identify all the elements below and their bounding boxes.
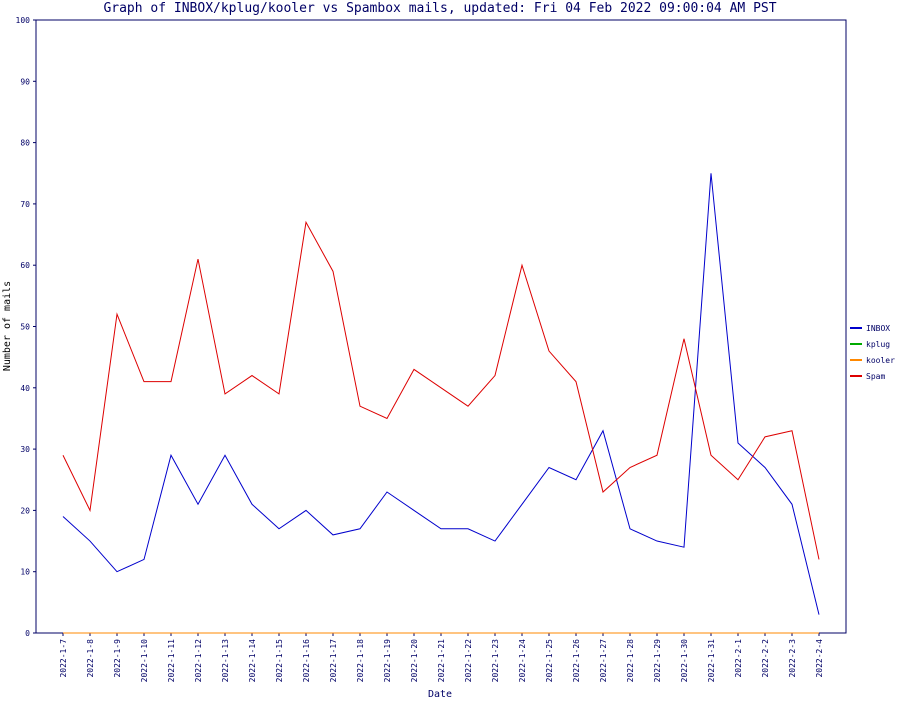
x-tick-label: 2022-1-18 xyxy=(356,639,365,683)
x-tick-label: 2022-2-4 xyxy=(815,639,824,678)
y-tick-label: 70 xyxy=(20,200,30,209)
legend-label: kooler xyxy=(866,356,895,365)
y-tick-label: 30 xyxy=(20,445,30,454)
x-tick-label: 2022-1-8 xyxy=(86,639,95,678)
y-tick-label: 100 xyxy=(16,16,31,25)
x-tick-label: 2022-1-25 xyxy=(545,639,554,683)
x-tick-label: 2022-1-19 xyxy=(383,639,392,683)
x-axis-label: Date xyxy=(428,689,452,700)
x-tick-label: 2022-1-10 xyxy=(140,639,149,683)
y-tick-label: 0 xyxy=(25,629,30,638)
x-tick-label: 2022-1-15 xyxy=(275,639,284,683)
x-tick-label: 2022-1-13 xyxy=(221,639,230,683)
x-tick-label: 2022-1-28 xyxy=(626,639,635,683)
x-tick-label: 2022-1-11 xyxy=(167,639,176,683)
x-tick-label: 2022-1-22 xyxy=(464,639,473,683)
x-tick-label: 2022-1-14 xyxy=(248,639,257,683)
y-tick-label: 60 xyxy=(20,261,30,270)
x-tick-label: 2022-1-9 xyxy=(113,639,122,678)
series-line xyxy=(62,220,820,560)
y-tick-label: 20 xyxy=(20,506,30,515)
legend-label: Spam xyxy=(866,372,885,381)
x-tick-label: 2022-1-21 xyxy=(437,639,446,683)
x-tick-label: 2022-2-2 xyxy=(761,639,770,678)
x-tick-label: 2022-1-27 xyxy=(599,639,608,683)
x-tick-label: 2022-1-31 xyxy=(707,639,716,683)
y-tick-label: 50 xyxy=(20,323,30,332)
x-tick-label: 2022-1-29 xyxy=(653,639,662,683)
x-tick-label: 2022-1-16 xyxy=(302,639,311,683)
y-tick-label: 80 xyxy=(20,139,30,148)
chart-title: Graph of INBOX/kplug/kooler vs Spambox m… xyxy=(103,1,776,16)
x-tick-label: 2022-2-1 xyxy=(734,639,743,678)
x-tick-label: 2022-1-26 xyxy=(572,639,581,683)
y-tick-label: 10 xyxy=(20,568,30,577)
x-tick-label: 2022-1-30 xyxy=(680,639,689,683)
x-tick-label: 2022-1-23 xyxy=(491,639,500,683)
x-tick-label: 2022-1-20 xyxy=(410,639,419,683)
series-line xyxy=(62,173,820,615)
x-tick-label: 2022-1-24 xyxy=(518,639,527,683)
x-tick-label: 2022-1-7 xyxy=(59,639,68,678)
y-axis-label: Number of mails xyxy=(2,281,13,371)
legend-label: INBOX xyxy=(866,324,890,333)
y-tick-label: 40 xyxy=(20,384,30,393)
legend-label: kplug xyxy=(866,340,890,349)
x-tick-label: 2022-1-17 xyxy=(329,639,338,683)
x-tick-label: 2022-1-12 xyxy=(194,639,203,683)
y-tick-label: 90 xyxy=(20,77,30,86)
x-tick-label: 2022-2-3 xyxy=(788,639,797,678)
